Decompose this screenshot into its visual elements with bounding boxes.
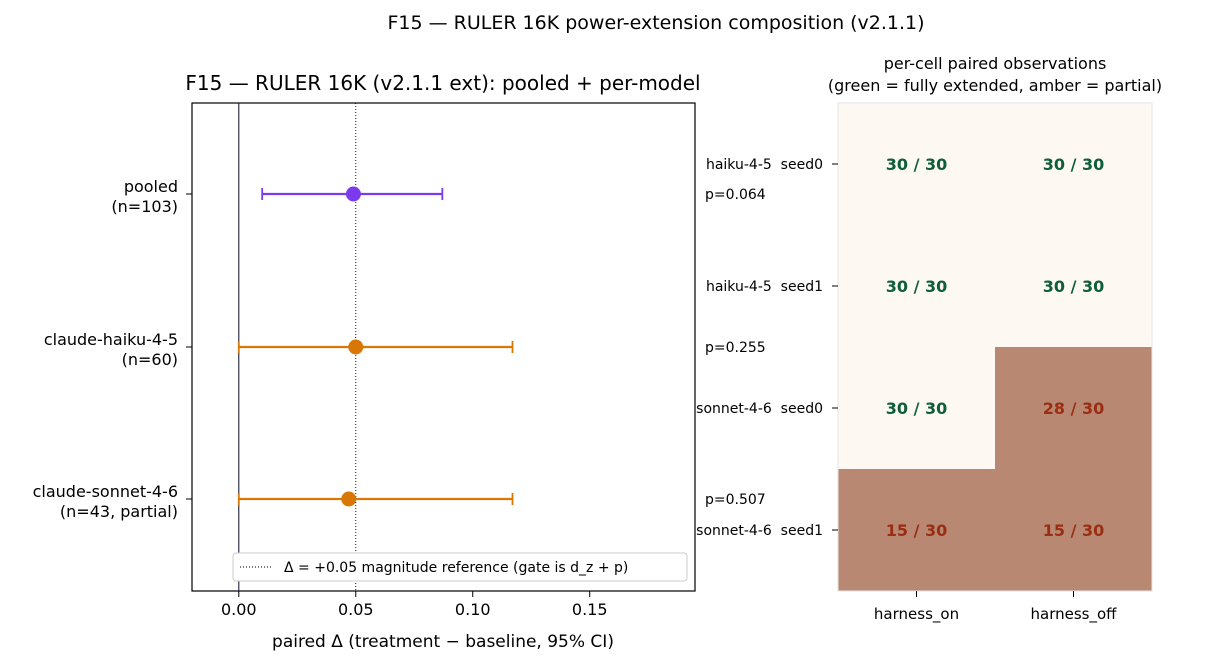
heatmap-frame [837, 102, 1153, 592]
forest-xlabel: paired Δ (treatment − baseline, 95% CI) [272, 632, 614, 652]
heatmap-cell [995, 225, 1153, 348]
x-tick-label: 0.10 [455, 600, 491, 619]
heatmap-cell [995, 347, 1153, 470]
heatmap-title-line2: (green = fully extended, amber = partial… [828, 76, 1162, 95]
legend-box [232, 552, 688, 582]
heatmap-title-line1: per-cell paired observations [884, 54, 1107, 73]
heatmap-cell-value: 15 / 30 [886, 521, 948, 540]
x-tick-label: 0.15 [572, 600, 608, 619]
heatmap-row-label: haiku-4-5 seed1 [706, 279, 823, 295]
row-label-n: (n=103) [111, 197, 178, 216]
row-label: claude-sonnet-4-6 [33, 482, 178, 501]
p-value-label: p=0.064 [705, 187, 766, 203]
heatmap-cell-value: 30 / 30 [886, 399, 948, 418]
row-label: pooled [124, 177, 178, 196]
heatmap-cell [838, 469, 996, 592]
figure-suptitle: F15 — RULER 16K power-extension composit… [387, 12, 924, 34]
heatmap-cell-value: 30 / 30 [886, 155, 948, 174]
row-label-n: (n=43, partial) [60, 502, 178, 521]
heatmap-cell [838, 225, 996, 348]
forest-plot: F15 — RULER 16K (v2.1.1 ext): pooled + p… [33, 71, 766, 652]
heatmap-row-label: sonnet-4-6 seed1 [696, 523, 823, 539]
heatmap-cell-value: 30 / 30 [1043, 155, 1105, 174]
heatmap-row-label: haiku-4-5 seed0 [706, 157, 823, 173]
x-tick-label: 0.05 [338, 600, 374, 619]
heatmap-cell [995, 103, 1153, 226]
heatmap-cell-value: 15 / 30 [1043, 521, 1105, 540]
row-label-n: (n=60) [122, 350, 178, 369]
heatmap-cell [838, 347, 996, 470]
point-estimate [348, 339, 364, 355]
heatmap-col-label: harness_off [1031, 605, 1118, 624]
heatmap-cell [995, 469, 1153, 592]
row-label: claude-haiku-4-5 [44, 330, 178, 349]
forest-legend: Δ = +0.05 magnitude reference (gate is d… [232, 552, 688, 582]
forest-title: F15 — RULER 16K (v2.1.1 ext): pooled + p… [185, 71, 700, 95]
legend-reference-label: Δ = +0.05 magnitude reference (gate is d… [284, 560, 628, 576]
point-estimate [345, 186, 361, 202]
p-value-label: p=0.255 [705, 340, 766, 356]
heatmap-cell-value: 30 / 30 [1043, 277, 1105, 296]
heatmap-cell [838, 103, 996, 226]
p-value-label: p=0.507 [705, 492, 766, 508]
x-tick-label: 0.00 [221, 600, 257, 619]
heatmap-cell-value: 28 / 30 [1043, 399, 1105, 418]
heatmap-col-label: harness_on [874, 605, 959, 624]
heatmap-row-label: sonnet-4-6 seed0 [696, 401, 823, 417]
point-estimate [341, 491, 357, 507]
heatmap-panel: per-cell paired observations (green = fu… [696, 54, 1162, 624]
heatmap-cell-value: 30 / 30 [886, 277, 948, 296]
